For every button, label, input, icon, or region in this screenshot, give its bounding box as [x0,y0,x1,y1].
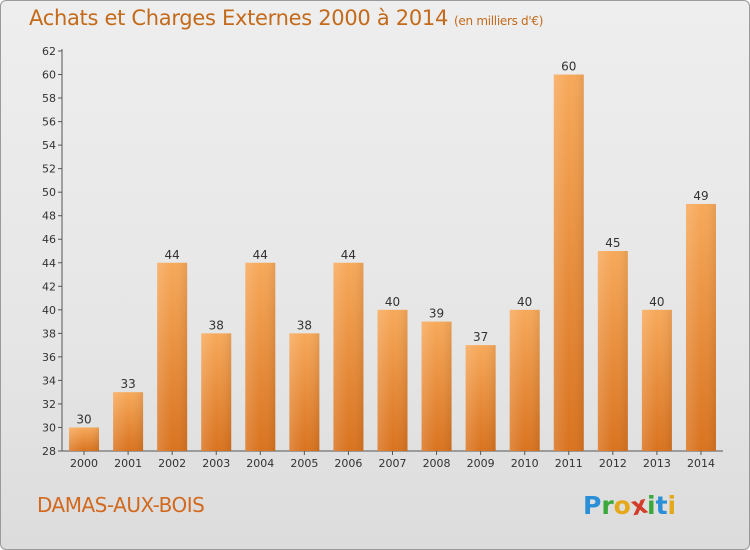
data-label-2000: 30 [76,412,91,426]
bar-shade-2011 [553,74,584,451]
y-tick-label: 38 [42,327,56,340]
x-tick-label-2004: 2004 [246,457,274,470]
bars [69,74,716,451]
data-label-2011: 60 [561,60,576,74]
y-tick-label: 42 [42,280,56,293]
y-tick-label: 40 [42,304,56,317]
y-tick-label: 52 [42,163,56,176]
y-tick-label: 56 [42,116,56,129]
y-tick-label: 60 [42,69,56,82]
x-tick-label-2006: 2006 [334,457,362,470]
logo-letter: i [667,491,677,520]
y-tick-label: 44 [42,257,56,270]
x-tick-label-2008: 2008 [423,457,451,470]
data-label-2001: 33 [120,377,135,391]
proxiti-logo: Proxiti [583,490,677,522]
y-tick-label: 62 [42,45,56,58]
x-tick-label-2013: 2013 [643,457,671,470]
bar-shade-2012 [597,251,628,451]
data-label-2009: 37 [473,330,488,344]
data-label-2012: 45 [605,236,620,250]
y-tick-label: 54 [42,139,56,152]
y-tick-label: 50 [42,186,56,199]
y-tick-label: 34 [42,374,56,387]
x-tick-label-2001: 2001 [114,457,142,470]
logo-letter: P [583,491,602,520]
bar-shade-2006 [333,262,364,451]
bar-shade-2003 [201,333,232,451]
commune-name: DAMAS-AUX-BOIS [37,493,205,517]
y-tick-label: 46 [42,233,56,246]
chart-subtitle: (en milliers d'€) [454,14,544,28]
x-tick-label-2003: 2003 [202,457,230,470]
y-tick-label: 36 [42,351,56,364]
bar-shade-2009 [465,345,496,451]
bar-shade-2007 [377,309,408,451]
x-tick-label-2002: 2002 [158,457,186,470]
x-tick-label-2007: 2007 [379,457,407,470]
axes: 28 30 32 34 36 38 40 42 44 46 48 50 52 54 56 58 60 62 2000… [42,45,723,470]
data-label-2003: 38 [209,318,224,332]
data-label-2005: 38 [297,318,312,332]
bar-shade-2004 [245,262,276,451]
logo-letter: t [655,491,668,520]
data-label-2006: 44 [341,248,356,262]
bar-shade-2014 [685,203,716,451]
x-tick-label-2012: 2012 [599,457,627,470]
x-tick-label-2011: 2011 [555,457,583,470]
x-tick-label-2000: 2000 [70,457,98,470]
logo-letter: i [647,491,656,520]
bar-shade-2000 [69,427,100,451]
bar-shade-2008 [421,321,452,451]
data-labels: 30 33 44 38 44 38 44 40 39 37 40 60 45 40 49 [76,60,708,427]
chart-title: Achats et Charges Externes 2000 à 2014 (e… [29,6,543,30]
title-text: Achats et Charges Externes 2000 à 2014 [29,6,449,30]
bar-shade-2005 [289,333,320,451]
x-tick-label-2010: 2010 [511,457,539,470]
logo-letter: o [613,491,631,520]
y-tick-label: 30 [42,421,56,434]
data-label-2002: 44 [165,248,180,262]
data-label-2007: 40 [385,295,400,309]
x-tick-label-2005: 2005 [290,457,318,470]
data-label-2013: 40 [649,295,664,309]
y-tick-label: 48 [42,210,56,223]
data-label-2010: 40 [517,295,532,309]
x-tick-label-2009: 2009 [467,457,495,470]
bar-shade-2001 [113,392,144,451]
x-tick-label-2014: 2014 [687,457,715,470]
data-label-2008: 39 [429,307,444,321]
y-tick-label: 28 [42,445,56,458]
y-tick-label: 32 [42,398,56,411]
logo-letter: r [601,491,614,520]
data-label-2004: 44 [253,248,268,262]
data-label-2014: 49 [693,189,708,203]
y-tick-label: 58 [42,92,56,105]
bar-shade-2002 [157,262,188,451]
bar-shade-2013 [641,309,672,451]
bar-shade-2010 [509,309,540,451]
